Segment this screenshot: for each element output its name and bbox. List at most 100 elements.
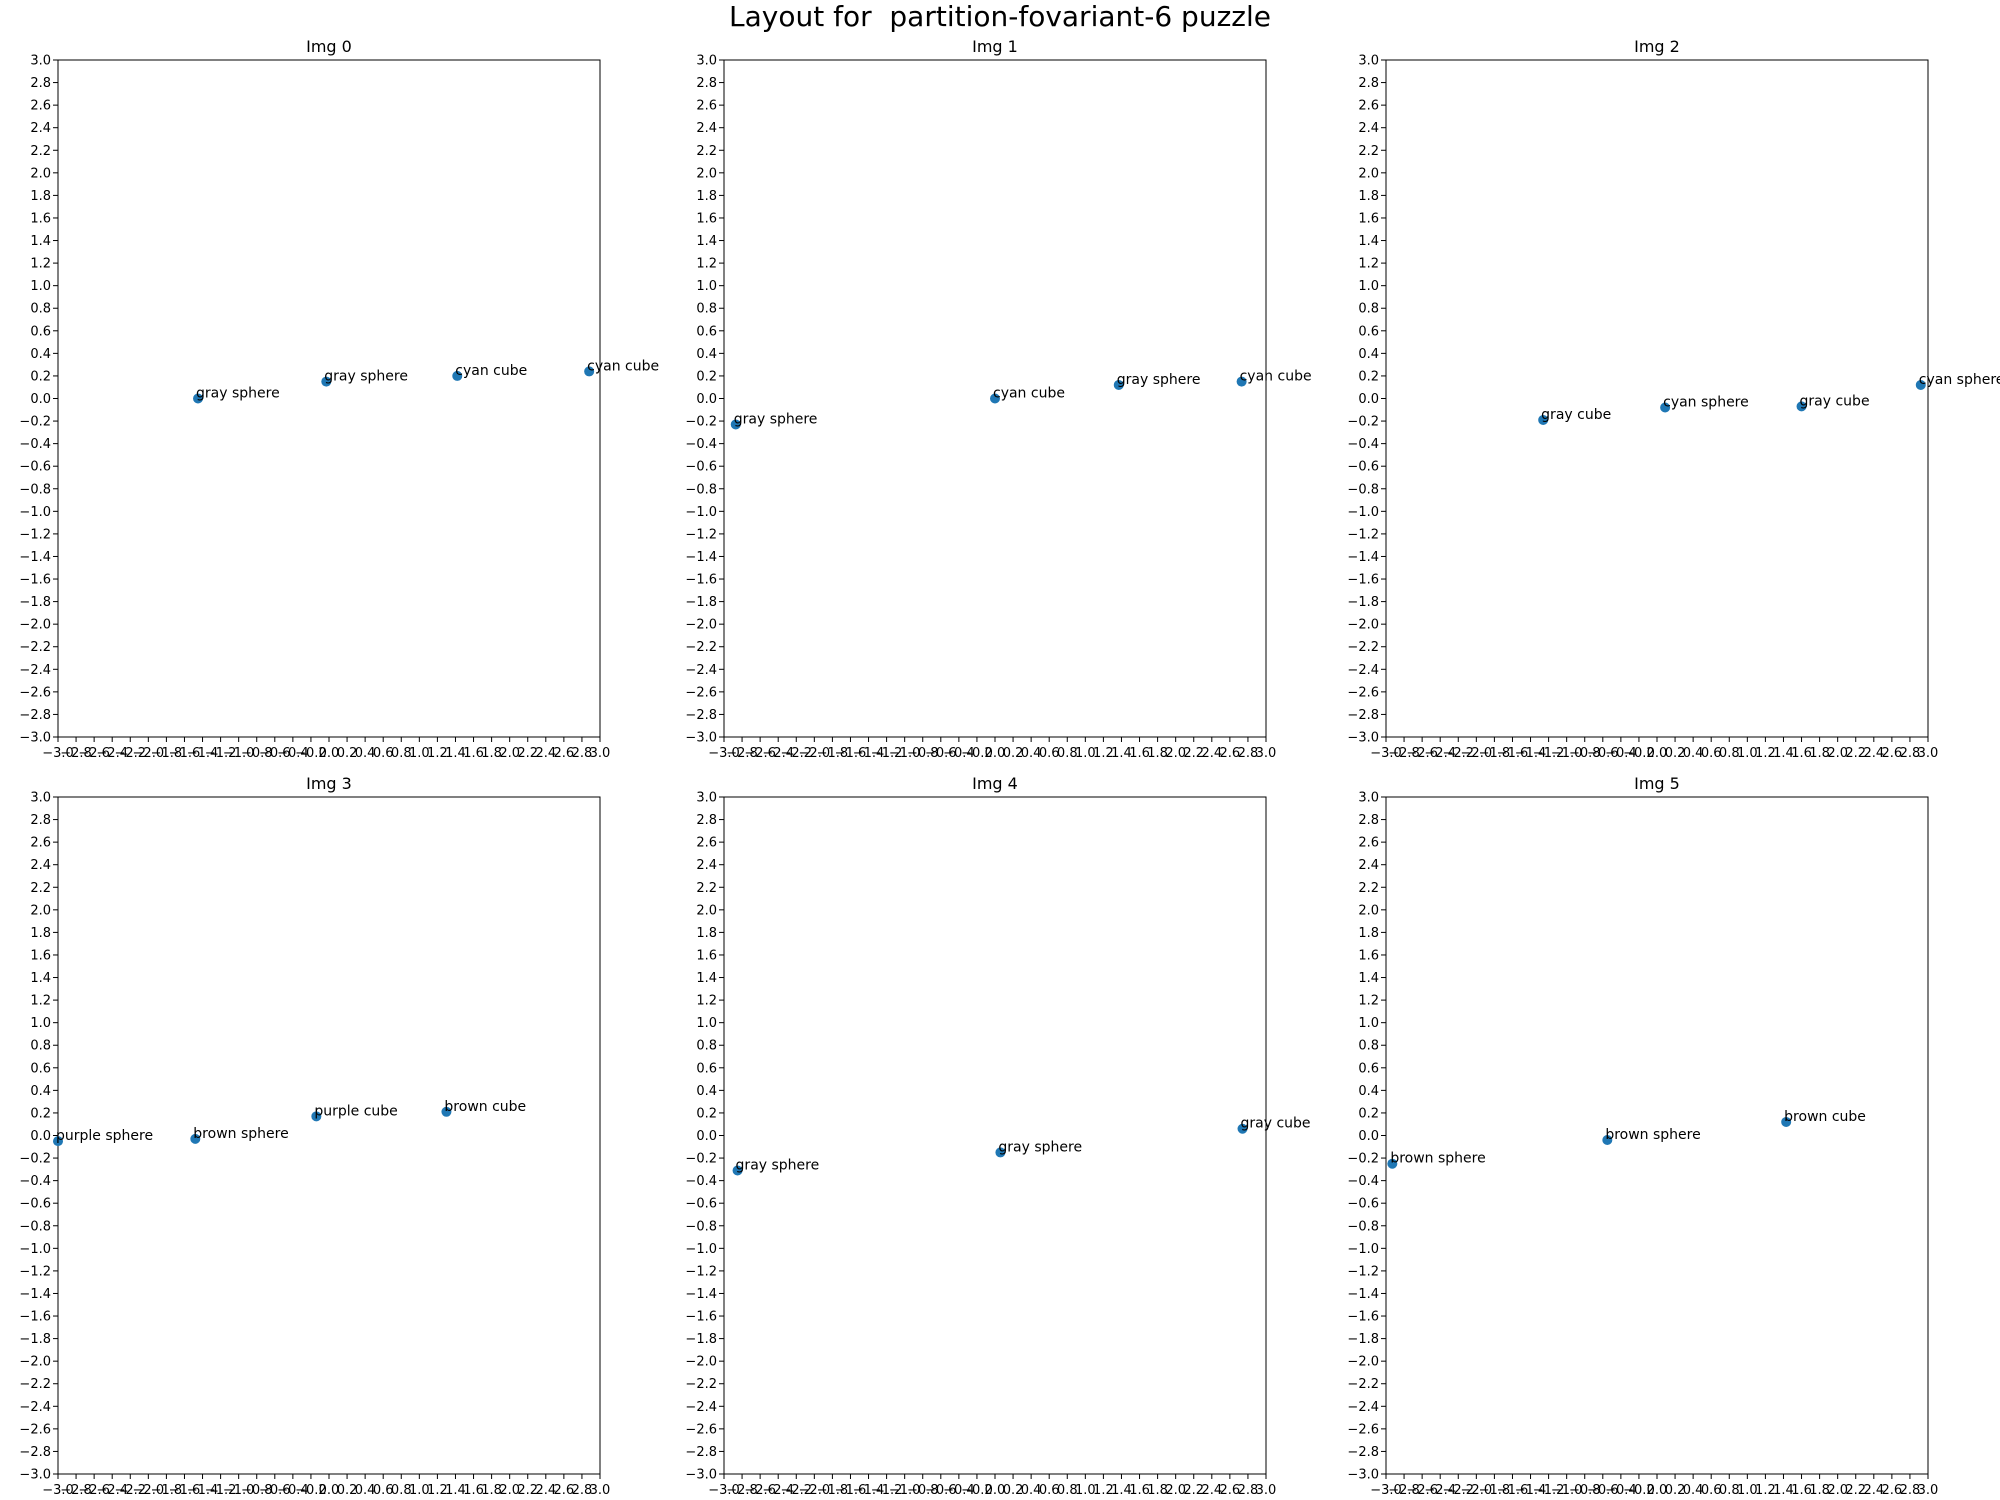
x-tick-label: 2.4 bbox=[535, 746, 556, 761]
x-tick-label: 0.8 bbox=[391, 746, 412, 761]
x-tick-label: −2.4 bbox=[1424, 1483, 1456, 1498]
x-tick-label: 2.0 bbox=[1165, 1483, 1186, 1498]
y-tick-label: 2.0 bbox=[696, 166, 717, 181]
subplot-title: Img 5 bbox=[1634, 774, 1680, 793]
x-tick-label: 0.4 bbox=[1683, 746, 1704, 761]
y-tick-label: −3.0 bbox=[1347, 1468, 1379, 1483]
x-tick-label: −2.2 bbox=[114, 746, 146, 761]
x-tick-label: −0.8 bbox=[907, 1483, 939, 1498]
y-tick-label: −1.4 bbox=[685, 550, 717, 565]
x-tick-label: 2.6 bbox=[1220, 746, 1241, 761]
x-tick-label: 0.0 bbox=[319, 1483, 340, 1498]
y-tick-label: 0.2 bbox=[1358, 369, 1379, 384]
y-tick-label: 0.8 bbox=[1358, 1039, 1379, 1054]
y-tick-label: −2.8 bbox=[19, 1445, 51, 1460]
x-tick-label: 2.6 bbox=[1882, 746, 1903, 761]
x-tick-label: −0.6 bbox=[1587, 746, 1619, 761]
x-tick-label: −2.2 bbox=[780, 746, 812, 761]
subplot-2: Img 2−3.0−2.8−2.6−2.4−2.2−2.0−1.8−1.6−1.… bbox=[1347, 37, 2000, 761]
x-tick-label: 2.8 bbox=[572, 1483, 593, 1498]
x-tick-label: −2.6 bbox=[1406, 1483, 1438, 1498]
x-tick-label: −2.8 bbox=[1388, 746, 1420, 761]
x-tick-label: −2.2 bbox=[780, 1483, 812, 1498]
x-tick-label: 0.6 bbox=[1701, 746, 1722, 761]
x-tick-label: −0.4 bbox=[943, 746, 975, 761]
y-tick-label: −2.2 bbox=[685, 1377, 717, 1392]
x-tick-label: −0.6 bbox=[1587, 1483, 1619, 1498]
x-tick-label: 2.2 bbox=[517, 1483, 538, 1498]
data-point bbox=[1237, 1123, 1248, 1134]
y-tick-label: −0.8 bbox=[685, 482, 717, 497]
y-tick-label: 1.4 bbox=[696, 971, 717, 986]
x-tick-label: −0.6 bbox=[259, 746, 291, 761]
y-tick-label: 0.2 bbox=[30, 1106, 51, 1121]
x-tick-label: −2.4 bbox=[96, 746, 128, 761]
y-tick-label: −2.2 bbox=[685, 640, 717, 655]
x-tick-label: 3.0 bbox=[1918, 1483, 1939, 1498]
axes-frame bbox=[723, 59, 1267, 738]
y-tick-label: 0.2 bbox=[1358, 1106, 1379, 1121]
x-tick-label: −0.2 bbox=[295, 1483, 327, 1498]
x-tick-label: −0.8 bbox=[1569, 746, 1601, 761]
y-tick-label: −0.2 bbox=[19, 1152, 51, 1167]
x-tick-label: 1.2 bbox=[1093, 746, 1114, 761]
x-tick-label: 2.0 bbox=[1827, 746, 1848, 761]
x-tick-label: −2.8 bbox=[726, 746, 758, 761]
y-tick-label: −0.2 bbox=[685, 1152, 717, 1167]
x-tick-label: 1.6 bbox=[1791, 1483, 1812, 1498]
y-tick-label: 1.2 bbox=[30, 994, 51, 1009]
y-tick-label: −1.8 bbox=[685, 1332, 717, 1347]
x-tick-label: 2.2 bbox=[1183, 746, 1204, 761]
x-tick-label: −1.4 bbox=[853, 746, 885, 761]
x-tick-label: 2.8 bbox=[572, 746, 593, 761]
y-tick-label: −0.8 bbox=[685, 1219, 717, 1234]
y-tick-label: 2.2 bbox=[30, 881, 51, 896]
y-tick-label: −2.0 bbox=[1347, 618, 1379, 633]
x-tick-label: 2.2 bbox=[1845, 1483, 1866, 1498]
x-tick-label: 0.6 bbox=[1039, 1483, 1060, 1498]
point-label: cyan sphere bbox=[1663, 395, 1749, 411]
y-tick-label: 1.8 bbox=[696, 926, 717, 941]
y-tick-label: −2.4 bbox=[685, 663, 717, 678]
subplot-3: Img 3−3.0−2.8−2.6−2.4−2.2−2.0−1.8−1.6−1.… bbox=[19, 774, 610, 1498]
y-tick-label: 2.2 bbox=[696, 881, 717, 896]
x-tick-label: 0.0 bbox=[319, 746, 340, 761]
x-tick-label: −0.8 bbox=[907, 746, 939, 761]
x-tick-label: 1.6 bbox=[463, 1483, 484, 1498]
figure-title: Layout for partition-fovariant-6 puzzle bbox=[729, 0, 1271, 33]
x-tick-label: 1.8 bbox=[481, 1483, 502, 1498]
y-tick-label: −0.6 bbox=[685, 460, 717, 475]
point-label: purple cube bbox=[314, 1103, 397, 1119]
y-tick-label: −0.2 bbox=[1347, 1152, 1379, 1167]
y-tick-label: −2.8 bbox=[685, 1445, 717, 1460]
x-tick-label: −1.4 bbox=[1515, 746, 1547, 761]
y-tick-label: −1.4 bbox=[1347, 550, 1379, 565]
y-tick-label: −0.6 bbox=[685, 1197, 717, 1212]
y-tick-label: 1.0 bbox=[696, 279, 717, 294]
x-tick-label: −2.4 bbox=[96, 1483, 128, 1498]
y-tick-label: 1.2 bbox=[1358, 994, 1379, 1009]
x-tick-label: −1.2 bbox=[871, 746, 903, 761]
point-label: gray cube bbox=[1241, 1116, 1311, 1132]
x-tick-label: −0.4 bbox=[1605, 1483, 1637, 1498]
y-tick-label: −2.4 bbox=[1347, 1400, 1379, 1415]
y-tick-label: 2.6 bbox=[30, 836, 51, 851]
y-tick-label: 2.6 bbox=[30, 99, 51, 114]
point-label: gray sphere bbox=[734, 411, 818, 427]
y-tick-label: −1.2 bbox=[685, 1264, 717, 1279]
x-tick-label: 0.8 bbox=[1719, 1483, 1740, 1498]
x-tick-label: 1.0 bbox=[1737, 746, 1758, 761]
y-tick-label: −1.0 bbox=[19, 505, 51, 520]
y-tick-label: −3.0 bbox=[19, 731, 51, 746]
y-tick-label: 1.0 bbox=[1358, 279, 1379, 294]
x-tick-label: 1.0 bbox=[409, 746, 430, 761]
y-tick-label: −2.4 bbox=[19, 663, 51, 678]
x-tick-label: 1.8 bbox=[1809, 1483, 1830, 1498]
x-tick-label: −1.4 bbox=[853, 1483, 885, 1498]
data-point bbox=[1236, 376, 1247, 387]
y-tick-label: −0.4 bbox=[685, 437, 717, 452]
y-tick-label: −2.6 bbox=[19, 1422, 51, 1437]
x-tick-label: −2.8 bbox=[60, 1483, 92, 1498]
y-tick-label: 0.0 bbox=[1358, 392, 1379, 407]
